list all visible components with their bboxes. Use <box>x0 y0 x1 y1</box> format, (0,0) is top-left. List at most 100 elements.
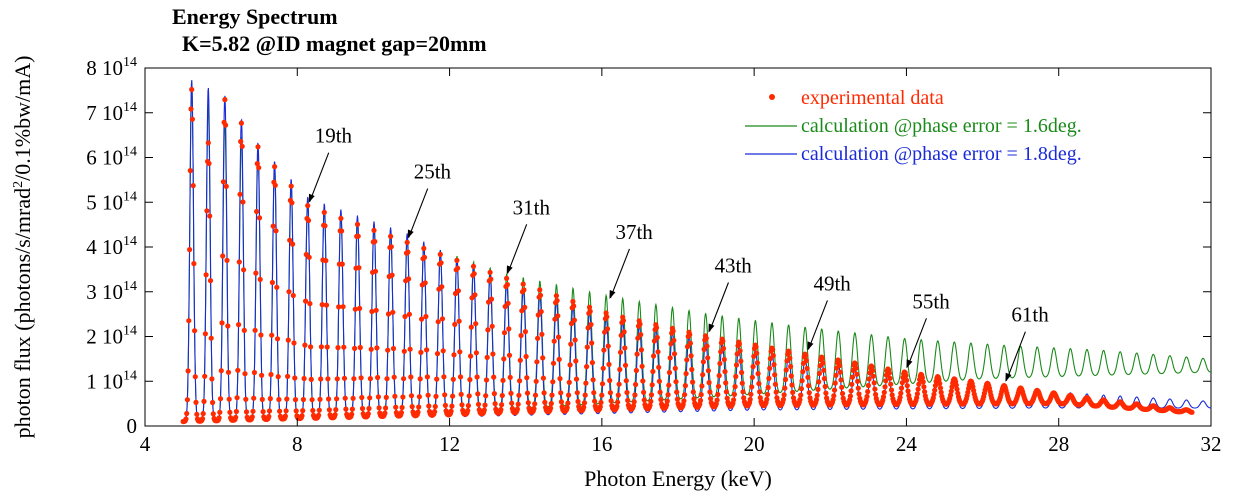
data-point <box>688 353 694 359</box>
data-point <box>333 407 339 413</box>
x-tick-label: 28 <box>1048 432 1069 456</box>
data-point <box>291 340 297 346</box>
data-point <box>605 343 611 349</box>
data-point <box>335 345 341 351</box>
data-point <box>705 355 711 361</box>
data-point <box>690 389 696 395</box>
data-point <box>635 335 641 341</box>
data-point <box>682 392 688 398</box>
data-point <box>798 386 805 392</box>
data-point <box>837 369 843 375</box>
data-point <box>339 261 345 267</box>
data-point <box>819 355 825 361</box>
data-point <box>638 347 645 353</box>
data-point <box>408 393 415 399</box>
data-point <box>326 396 332 402</box>
annotation-layer: 19th 25th 31th 37th 43th 49th 55th 61th <box>308 124 1049 382</box>
data-point <box>572 337 578 343</box>
data-point <box>200 411 206 417</box>
data-point <box>199 416 206 422</box>
data-point <box>504 282 510 288</box>
data-point <box>855 385 861 391</box>
data-point <box>781 392 787 398</box>
data-point <box>406 311 412 317</box>
data-point <box>780 396 787 403</box>
data-point <box>209 376 215 382</box>
data-point <box>324 344 330 350</box>
data-point <box>566 379 572 385</box>
data-point <box>285 337 291 343</box>
data-point <box>267 396 273 402</box>
data-point <box>355 233 361 239</box>
data-point <box>618 332 624 338</box>
data-point <box>520 281 526 287</box>
data-point <box>276 396 282 403</box>
data-point <box>466 393 472 399</box>
data-point <box>358 375 364 381</box>
data-point <box>468 324 474 330</box>
data-point <box>772 381 779 387</box>
y-tick-label: 3 1014 <box>86 279 137 304</box>
data-point <box>747 396 753 403</box>
data-point <box>390 345 397 352</box>
data-point <box>375 374 381 381</box>
data-point <box>919 375 926 381</box>
data-point <box>310 407 316 414</box>
data-point <box>687 340 694 346</box>
data-point <box>416 404 422 410</box>
data-point <box>468 353 474 359</box>
data-point <box>756 381 762 387</box>
data-point <box>556 356 562 362</box>
data-point <box>687 332 693 338</box>
data-point <box>766 375 772 381</box>
data-point <box>813 397 820 403</box>
data-point <box>571 303 577 309</box>
data-point <box>632 392 638 398</box>
annotation-arrow-line <box>906 318 927 368</box>
data-point <box>372 268 379 274</box>
data-point <box>308 376 314 382</box>
y-tick-label: 8 1014 <box>86 55 137 80</box>
data-point <box>517 378 523 384</box>
data-point <box>270 223 276 229</box>
data-point <box>319 302 325 308</box>
data-point <box>385 347 391 353</box>
data-point <box>683 371 689 377</box>
data-point <box>623 378 629 384</box>
data-point <box>839 384 845 390</box>
data-point <box>558 399 565 405</box>
annotation-label-25th: 25th <box>414 160 452 184</box>
data-point <box>459 402 465 408</box>
data-point <box>920 379 926 385</box>
data-point <box>236 322 242 328</box>
y-tick-label: 7 1014 <box>86 100 137 125</box>
data-point <box>648 398 654 404</box>
x-tick-label: 20 <box>744 432 765 456</box>
data-point <box>805 374 811 380</box>
data-point <box>525 400 531 406</box>
data-point <box>938 389 944 395</box>
data-point <box>880 394 887 400</box>
data-point <box>434 351 441 357</box>
data-point <box>383 405 389 411</box>
data-point <box>350 395 356 401</box>
data-point <box>690 379 696 385</box>
data-point <box>419 316 425 322</box>
data-point <box>789 382 795 388</box>
data-point <box>653 325 660 331</box>
x-axis-label: Photon Energy (keV) <box>584 466 772 491</box>
data-point <box>804 365 810 371</box>
data-point <box>341 375 348 381</box>
data-point <box>573 358 579 364</box>
data-point <box>293 408 299 414</box>
data-point <box>665 392 671 398</box>
data-point <box>300 396 306 403</box>
data-point <box>456 318 462 324</box>
annotation-arrow-line <box>507 224 528 274</box>
data-point <box>583 380 589 386</box>
data-point <box>442 392 448 398</box>
data-point <box>539 331 545 337</box>
data-point <box>501 330 508 336</box>
data-point <box>388 233 394 239</box>
data-point <box>256 165 262 171</box>
